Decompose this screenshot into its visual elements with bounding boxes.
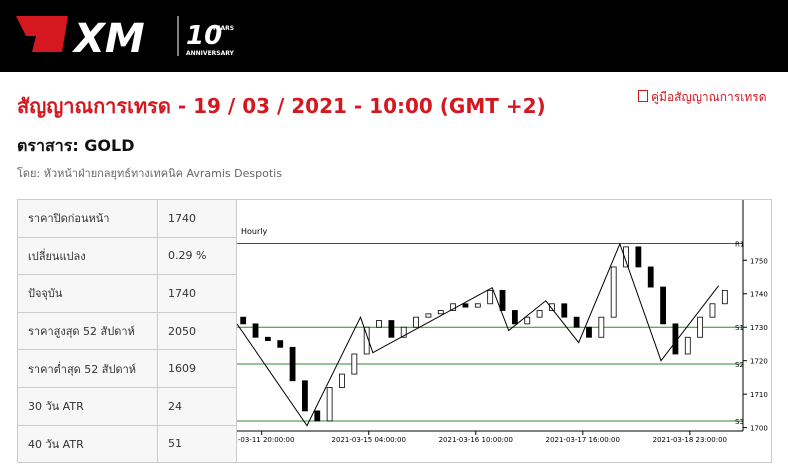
candle	[635, 246, 642, 268]
x-tick-label: 2021-03-15 04:00:00	[332, 436, 406, 444]
page-title: สัญญาณการเทรด - 19 / 03 / 2021 - 10:00 (…	[17, 94, 546, 118]
candle	[264, 336, 271, 342]
y-tick-label: 1700	[750, 425, 768, 433]
level-label: S1	[735, 324, 744, 332]
badge-years: YEARS	[211, 25, 234, 32]
chart-label: Hourly	[241, 227, 267, 236]
y-tick-label: 1710	[750, 391, 768, 399]
stat-value: 1740	[157, 199, 237, 238]
stat-label: เปลี่ยนแปลง	[17, 236, 158, 276]
candle	[573, 316, 580, 328]
zigzag-line	[237, 242, 720, 427]
candle	[487, 289, 494, 305]
candle	[684, 336, 691, 355]
candle	[277, 340, 284, 348]
candle	[561, 303, 568, 318]
candle	[302, 380, 308, 412]
candle	[623, 246, 629, 268]
candle	[598, 316, 605, 338]
candle	[351, 353, 358, 375]
stat-value: 51	[157, 424, 237, 464]
level-label: R1	[735, 241, 744, 249]
chart: Hourly 1700 1710 1720 1730 1740 1750 21-03-11 …	[236, 199, 772, 463]
level-label: S3	[735, 418, 744, 426]
candle	[511, 310, 518, 325]
instrument: ตราสาร: GOLD	[17, 136, 135, 155]
x-tick-label: 2021-03-16 10:00:00	[439, 436, 513, 444]
candle	[388, 320, 395, 338]
candle	[647, 266, 654, 288]
candle	[697, 316, 704, 338]
y-tick-label: 1720	[750, 358, 768, 366]
y-tick-label: 1750	[750, 257, 768, 265]
x-tick-label: 2021-03-18 23:00:00	[653, 436, 727, 444]
candle	[400, 326, 407, 338]
badge-sub: ANNIVERSARY	[186, 50, 235, 57]
author: โดย: หัวหน้าฝ่ายกลยุทธ์ทางเทคนิค Avramis…	[17, 167, 282, 180]
stat-label: ราคาต่ำสุด 52 สัปดาห์	[17, 349, 158, 388]
candle	[586, 326, 592, 338]
candle	[660, 286, 666, 325]
candle	[524, 316, 531, 325]
table-row: ราคาต่ำสุด 52 สัปดาห์ 1609	[17, 349, 237, 388]
stat-value: 24	[157, 386, 237, 426]
pdf-icon	[638, 90, 648, 102]
stat-value: 1609	[157, 349, 237, 388]
chart-bg	[237, 200, 771, 462]
candle	[437, 310, 444, 315]
candle	[721, 289, 728, 305]
table-row: 40 วัน ATR 51	[17, 424, 237, 464]
level-label: S2	[735, 361, 744, 369]
candle	[240, 316, 247, 325]
header: XM 10 YEARS ANNIVERSARY	[0, 0, 788, 72]
table-row: ราคาปิดก่อนหน้า 1740	[17, 199, 237, 238]
stat-label: ราคาปิดก่อนหน้า	[17, 199, 158, 238]
stat-value: 2050	[157, 311, 237, 351]
stat-label: ปัจจุบัน	[17, 274, 158, 313]
badge-number: 10	[186, 21, 222, 51]
table-row: 30 วัน ATR 24	[17, 386, 237, 426]
candle	[709, 303, 716, 318]
candle	[549, 303, 555, 311]
candle	[536, 310, 543, 318]
stat-value: 1740	[157, 274, 237, 313]
stat-label: 40 วัน ATR	[17, 424, 158, 464]
candle	[462, 303, 469, 308]
table-row: ปัจจุบัน 1740	[17, 274, 237, 313]
stat-value: 0.29 %	[157, 236, 237, 276]
table-row: ราคาสูงสุด 52 สัปดาห์ 2050	[17, 311, 237, 351]
stat-label: 30 วัน ATR	[17, 386, 158, 426]
x-tick-label: 2021-03-17 16:00:00	[546, 436, 620, 444]
candle	[326, 387, 333, 422]
guide-link-text[interactable]: คู่มือสัญญาณการเทรด	[651, 90, 767, 104]
candle	[252, 323, 259, 338]
logo[interactable]: XM 10 YEARS ANNIVERSARY	[0, 0, 260, 72]
y-tick-label: 1740	[750, 291, 768, 299]
table-row: เปลี่ยนแปลง 0.29 %	[17, 236, 237, 276]
candle	[425, 313, 432, 318]
candle	[376, 320, 382, 328]
candle	[610, 266, 617, 318]
candle	[339, 373, 345, 388]
candle	[413, 316, 419, 328]
candle	[499, 289, 506, 311]
stats-table: ราคาปิดก่อนหน้า 1740 เปลี่ยนแปลง 0.29 % ปัจจ…	[17, 199, 237, 464]
logo-icon	[16, 16, 68, 52]
stat-label: ราคาสูงสุด 52 สัปดาห์	[17, 311, 158, 351]
guide-link[interactable]: คู่มือสัญญาณการเทรด	[638, 88, 767, 107]
candle	[474, 303, 481, 308]
y-tick-label: 1730	[750, 324, 768, 332]
logo-text: XM	[71, 16, 145, 62]
candle	[289, 346, 296, 382]
x-tick-label: 21-03-11 20:00:00	[236, 436, 294, 444]
candle	[314, 410, 321, 422]
